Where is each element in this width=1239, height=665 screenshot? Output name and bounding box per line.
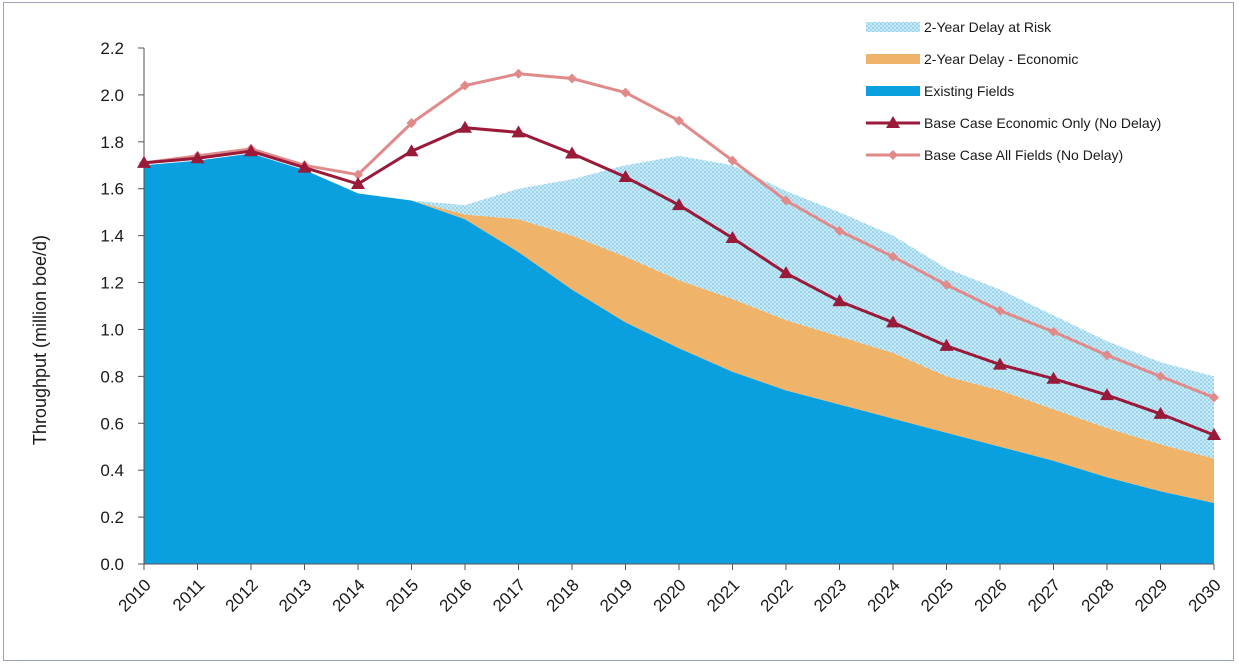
x-tick-label: 2010 [115, 575, 155, 615]
x-tick-label: 2021 [703, 575, 743, 615]
point-base-case-all-fields-no-delay [727, 155, 738, 166]
legend-label: 2-Year Delay - Economic [924, 51, 1078, 67]
point-base-case-economic-only-no-delay [297, 160, 312, 173]
area-existing-fields [144, 153, 1214, 564]
legend-swatch [866, 54, 920, 64]
x-tick-label: 2020 [650, 575, 690, 615]
point-base-case-all-fields-no-delay [620, 87, 631, 98]
x-tick-label: 2025 [917, 575, 957, 615]
point-base-case-economic-only-no-delay [886, 315, 900, 328]
point-base-case-all-fields-no-delay [1209, 392, 1219, 403]
y-tick-label: 1.8 [100, 133, 124, 152]
y-tick-label: 1.0 [100, 320, 124, 339]
point-base-case-economic-only-no-delay [1153, 406, 1168, 419]
point-base-case-all-fields-no-delay [1102, 350, 1112, 361]
point-base-case-economic-only-no-delay [511, 125, 526, 138]
x-tick-label: 2012 [222, 575, 262, 615]
legend-item-2-year-delay-at-risk: 2-Year Delay at Risk [866, 19, 1052, 35]
point-base-case-economic-only-no-delay [993, 357, 1007, 370]
y-tick-label: 0.0 [100, 555, 124, 574]
lines-layer [137, 68, 1221, 440]
legend-swatch [866, 86, 920, 96]
legend-label: Base Case All Fields (No Delay) [924, 147, 1123, 163]
legend-marker-diamond [888, 150, 898, 160]
legend: 2-Year Delay at Risk 2-Year Delay - Econo… [866, 19, 1161, 163]
point-base-case-all-fields-no-delay [1155, 371, 1166, 382]
x-tick-label: 2026 [971, 575, 1011, 615]
legend-item-base-case-all-fields-no-delay: Base Case All Fields (No Delay) [866, 147, 1123, 163]
point-base-case-all-fields-no-delay [513, 68, 524, 79]
point-base-case-all-fields-no-delay [941, 279, 952, 290]
point-base-case-economic-only-no-delay [672, 198, 686, 211]
point-base-case-economic-only-no-delay [565, 146, 579, 159]
legend-label: Existing Fields [924, 83, 1014, 99]
point-base-case-economic-only-no-delay [1100, 388, 1114, 401]
x-tick-label: 2024 [864, 575, 904, 615]
point-base-case-economic-only-no-delay [939, 338, 954, 351]
point-base-case-economic-only-no-delay [618, 170, 633, 182]
areas-layer [144, 153, 1214, 564]
x-tick-label: 2027 [1024, 575, 1064, 615]
y-tick-label: 2.0 [100, 86, 124, 105]
legend-item-2-year-delay-economic: 2-Year Delay - Economic [866, 51, 1078, 67]
point-base-case-economic-only-no-delay [137, 155, 151, 168]
legend-label: Base Case Economic Only (No Delay) [924, 115, 1161, 131]
point-base-case-economic-only-no-delay [779, 266, 793, 279]
point-base-case-economic-only-no-delay [1046, 371, 1061, 384]
y-tick-label: 0.6 [100, 414, 124, 433]
x-tick-label: 2011 [169, 575, 208, 614]
point-base-case-all-fields-no-delay [834, 225, 845, 236]
point-base-case-all-fields-no-delay [1048, 326, 1059, 337]
x-tick-label: 2030 [1185, 575, 1225, 615]
legend-swatch [866, 22, 920, 32]
point-base-case-all-fields-no-delay [888, 251, 898, 262]
point-base-case-economic-only-no-delay [190, 151, 205, 164]
y-tick-label: 0.4 [100, 461, 124, 480]
x-tick-label: 2028 [1078, 575, 1118, 615]
legend-item-existing-fields: Existing Fields [866, 83, 1014, 99]
point-base-case-all-fields-no-delay [353, 169, 363, 180]
x-tick-label: 2018 [543, 575, 583, 615]
y-axis-title: Throughput (million boe/d) [30, 235, 50, 445]
x-tick-label: 2016 [436, 575, 476, 615]
legend-marker-triangle [886, 116, 900, 128]
x-tick-label: 2022 [757, 575, 797, 615]
y-tick-label: 0.2 [100, 508, 124, 527]
point-base-case-all-fields-no-delay [781, 195, 791, 206]
point-base-case-all-fields-no-delay [995, 305, 1005, 316]
chart-frame: 0.0 0.2 0.4 0.6 0.8 1.0 1.2 1.4 1.6 1.8 2.0 2.2 2010… [3, 2, 1234, 661]
y-tick-label: 1.2 [100, 274, 124, 293]
area-2-year-delay-economic [144, 153, 1214, 503]
point-base-case-economic-only-no-delay [404, 144, 419, 157]
x-tick-label: 2013 [275, 575, 315, 615]
legend-label: 2-Year Delay at Risk [924, 19, 1052, 35]
point-base-case-all-fields-no-delay [406, 118, 417, 129]
x-tick-label: 2029 [1131, 575, 1171, 615]
x-tick-label: 2015 [382, 575, 422, 615]
y-tick-label: 2.2 [100, 39, 124, 58]
point-base-case-all-fields-no-delay [460, 80, 470, 91]
point-base-case-all-fields-no-delay [567, 73, 577, 84]
legend-item-base-case-economic-only-no-delay: Base Case Economic Only (No Delay) [866, 115, 1161, 131]
point-base-case-economic-only-no-delay [1207, 428, 1221, 440]
point-base-case-economic-only-no-delay [832, 294, 847, 307]
x-tick-label: 2019 [596, 575, 636, 615]
y-tick-label: 0.8 [100, 367, 124, 386]
y-tick-label: 1.4 [100, 227, 124, 246]
x-tick-label: 2014 [329, 575, 369, 615]
point-base-case-economic-only-no-delay [244, 144, 258, 157]
throughput-chart: 0.0 0.2 0.4 0.6 0.8 1.0 1.2 1.4 1.6 1.8 2.0 2.2 2010… [30, 19, 1225, 616]
x-tick-label: 2017 [489, 575, 529, 615]
point-base-case-economic-only-no-delay [351, 177, 365, 190]
point-base-case-economic-only-no-delay [725, 230, 740, 243]
y-tick-label: 1.6 [100, 180, 124, 199]
point-base-case-economic-only-no-delay [458, 120, 472, 133]
point-base-case-all-fields-no-delay [674, 115, 684, 126]
x-tick-label: 2023 [810, 575, 850, 615]
